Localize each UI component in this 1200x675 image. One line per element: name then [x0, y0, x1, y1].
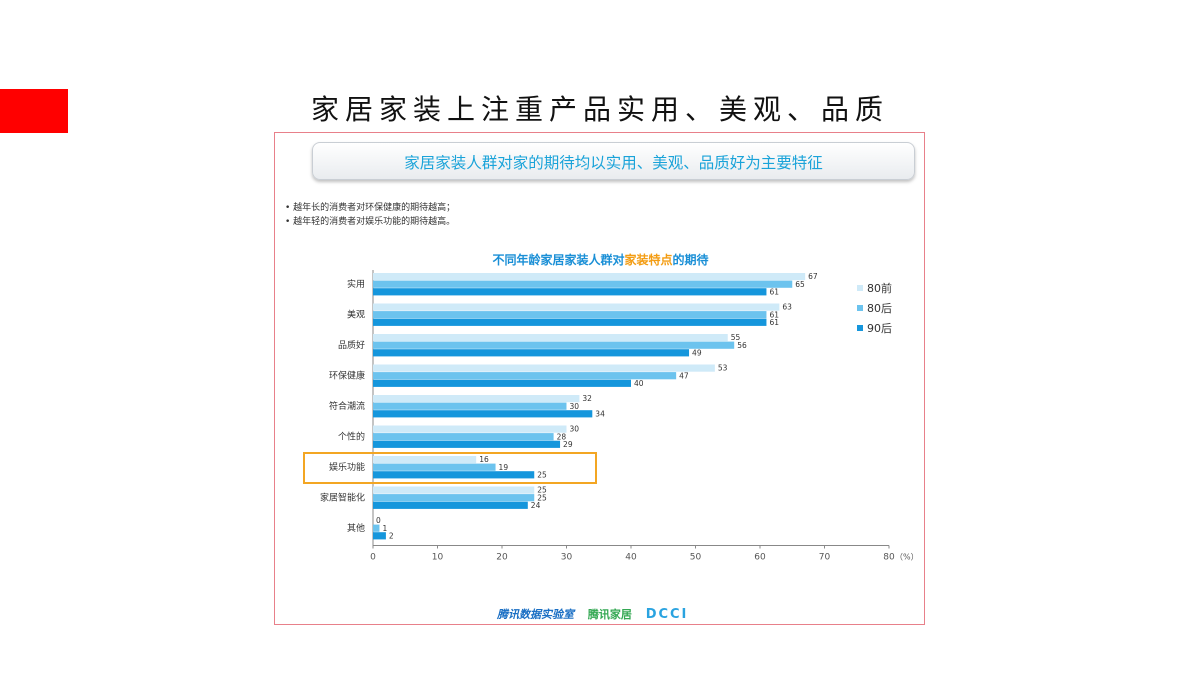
- bar-80pre: [373, 334, 728, 342]
- chart-title-highlight: 家装特点: [624, 253, 673, 267]
- x-tick-label: 60: [754, 553, 766, 563]
- bullet-list: 越年长的消费者对环保健康的期待越高； 越年轻的消费者对娱乐功能的期待越高。: [285, 201, 455, 229]
- category-label: 其他: [347, 522, 365, 534]
- bar-90post: [373, 501, 528, 509]
- data-label: 28: [557, 432, 567, 441]
- data-label: 61: [769, 287, 779, 296]
- chart-title-suffix: 的期待: [672, 253, 709, 267]
- legend-label: 80后: [867, 302, 892, 315]
- category-label: 娱乐功能: [329, 461, 365, 473]
- bar-80post: [373, 402, 567, 410]
- bar-90post: [373, 532, 386, 540]
- bullet-item-1: 越年长的消费者对环保健康的期待越高；: [285, 201, 455, 215]
- bar-80pre: [373, 303, 780, 311]
- bar-80post: [373, 433, 554, 441]
- x-tick-label: 40: [625, 553, 637, 563]
- chart-frame: 家居家装人群对家的期待均以实用、美观、品质好为主要特征 越年长的消费者对环保健康…: [274, 132, 925, 625]
- legend-swatch: [857, 325, 863, 331]
- bar-90post: [373, 349, 690, 357]
- bar-80pre: [373, 395, 580, 403]
- category-label: 环保健康: [329, 370, 365, 382]
- data-label: 29: [563, 440, 573, 449]
- source-tencent-home: 腾讯家居: [587, 608, 632, 621]
- bar-80post: [373, 341, 735, 349]
- x-tick-label: 30: [561, 553, 573, 563]
- category-label: 符合潮流: [329, 400, 365, 412]
- x-tick-label: 70: [819, 553, 831, 563]
- bar-90post: [373, 379, 631, 387]
- bar-90post: [373, 471, 535, 479]
- data-label: 30: [570, 402, 580, 411]
- legend-swatch: [857, 285, 863, 291]
- chart-title: 不同年龄家居家装人群对家装特点的期待: [275, 251, 926, 268]
- x-tick-label: 0: [370, 553, 376, 563]
- bar-80post: [373, 311, 767, 319]
- data-label: 16: [479, 455, 489, 464]
- bar-chart: 0 10 20 30 40 50 60 70 80 （%）实用676561美观636161品质好5…: [303, 270, 919, 563]
- data-label: 30: [570, 425, 580, 434]
- data-label: 2: [389, 531, 394, 540]
- data-label: 56: [737, 341, 747, 350]
- category-label: 家居智能化: [320, 492, 365, 504]
- x-tick-label: 20: [496, 553, 508, 563]
- category-label: 美观: [347, 309, 365, 321]
- category-label: 品质好: [338, 339, 365, 351]
- data-label: 25: [537, 470, 547, 479]
- data-label: 55: [731, 333, 741, 342]
- data-label: 61: [769, 310, 779, 319]
- bar-80post: [373, 494, 535, 502]
- slide-title: 家居家装上注重产品实用、美观、品质: [310, 93, 889, 126]
- bar-90post: [373, 318, 767, 326]
- data-label: 0: [376, 516, 381, 525]
- x-tick-label: 80: [883, 553, 895, 563]
- data-label: 47: [679, 371, 689, 380]
- bar-80pre: [373, 273, 806, 281]
- bar-90post: [373, 288, 767, 296]
- data-label: 24: [531, 501, 541, 510]
- legend-swatch: [857, 305, 863, 311]
- legend-label: 90后: [867, 322, 892, 335]
- legend-label: 80前: [867, 281, 892, 295]
- data-label: 65: [795, 280, 805, 289]
- banner-text: 家居家装人群对家的期待均以实用、美观、品质好为主要特征: [404, 154, 823, 172]
- data-label: 63: [782, 303, 792, 312]
- chart-title-prefix: 不同年龄家居家装人群对: [492, 253, 625, 267]
- source-dcci-logo: DCCI: [645, 607, 689, 622]
- red-accent-block: [0, 89, 68, 133]
- category-label: 个性的: [338, 431, 365, 443]
- data-label: 32: [582, 394, 592, 403]
- bar-80pre: [373, 486, 535, 494]
- bar-80pre: [373, 364, 715, 372]
- bullet-item-2: 越年轻的消费者对娱乐功能的期待越高。: [285, 215, 455, 229]
- data-label: 61: [769, 318, 779, 327]
- banner: 家居家装人群对家的期待均以实用、美观、品质好为主要特征: [312, 142, 915, 180]
- data-label: 34: [595, 409, 605, 418]
- x-tick-label: 50: [690, 553, 702, 563]
- data-label: 40: [634, 379, 644, 388]
- source-footer: 腾讯数据实验室 腾讯家居 DCCI: [497, 606, 688, 622]
- data-label: 25: [537, 493, 547, 502]
- bar-80pre: [373, 425, 567, 433]
- bar-80post: [373, 463, 496, 471]
- data-label: 67: [808, 272, 818, 281]
- source-tencent-data-lab: 腾讯数据实验室: [497, 608, 574, 621]
- data-label: 49: [692, 348, 702, 357]
- data-label: 19: [499, 463, 509, 472]
- highlight-box: [303, 452, 597, 484]
- x-tick-label: 10: [432, 553, 444, 563]
- bar-80post: [373, 372, 677, 380]
- bar-80post: [373, 524, 380, 532]
- bar-80pre: [373, 456, 477, 464]
- data-label: 53: [718, 364, 728, 373]
- category-label: 实用: [347, 278, 365, 290]
- bar-80post: [373, 280, 793, 288]
- bar-90post: [373, 440, 561, 448]
- data-label: 1: [382, 524, 387, 533]
- bar-90post: [373, 410, 593, 418]
- x-unit-label: （%）: [895, 553, 919, 562]
- data-label: 25: [537, 486, 547, 495]
